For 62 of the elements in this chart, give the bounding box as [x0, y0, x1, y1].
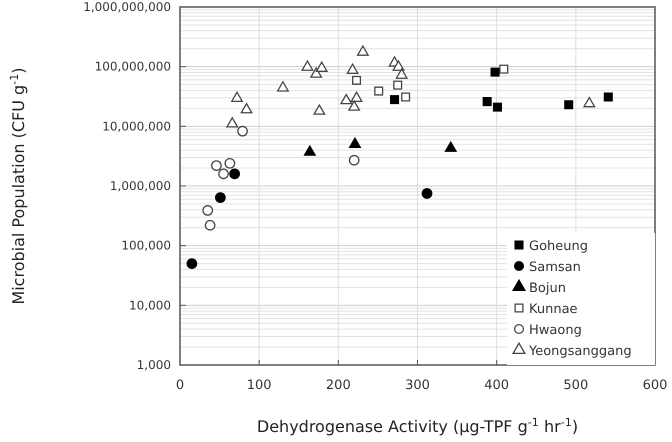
y-tick-label: 100,000	[121, 238, 171, 253]
point	[224, 158, 236, 169]
point	[583, 96, 596, 108]
point	[231, 92, 243, 102]
point	[604, 92, 613, 102]
point	[482, 97, 492, 106]
legend-label: Bojun	[529, 281, 566, 296]
point	[350, 92, 362, 102]
point	[393, 80, 402, 90]
point	[218, 168, 229, 180]
legend-label: Yeongsanggang	[528, 344, 632, 359]
y-tick-label: 1,000,000,000	[83, 0, 171, 14]
point	[237, 126, 248, 137]
point	[226, 117, 238, 128]
point	[348, 154, 360, 166]
point	[390, 95, 400, 104]
point	[401, 92, 410, 102]
point	[240, 102, 252, 114]
point	[215, 192, 226, 203]
point	[340, 94, 352, 104]
point	[302, 60, 314, 71]
x-axis-title: Dehydrogenase Activity (µg-TPF g$^{-1}$ hr$^{-1}$)	[256, 416, 578, 436]
point	[204, 220, 216, 231]
point	[313, 104, 326, 115]
point	[304, 145, 316, 156]
point	[444, 141, 457, 152]
legend-label: Kunnae	[529, 302, 578, 317]
point	[211, 160, 222, 171]
point	[492, 102, 502, 112]
x-tick-label: 300	[405, 378, 430, 393]
point	[396, 68, 408, 79]
legend-label: Samsan	[529, 260, 581, 275]
point	[349, 138, 361, 148]
x-tick-label: 0	[176, 378, 184, 393]
point	[499, 64, 508, 74]
point	[277, 81, 289, 92]
point	[229, 168, 240, 180]
x-tick-label: 600	[642, 378, 668, 393]
x-tick-label: 200	[326, 378, 351, 393]
point	[490, 68, 500, 77]
point	[356, 45, 369, 56]
y-tick-label: 10,000	[129, 298, 171, 312]
point	[352, 76, 362, 85]
point	[392, 60, 404, 71]
point	[316, 62, 328, 72]
point	[346, 64, 358, 74]
point	[564, 100, 574, 110]
x-tick-label: 500	[563, 378, 588, 393]
x-tick-label: 400	[484, 378, 510, 393]
point	[374, 86, 384, 96]
point	[310, 67, 322, 78]
y-tick-label: 100,000,000	[94, 60, 171, 74]
legend-label: Hwaong	[529, 323, 582, 338]
legend-label: Goheung	[529, 239, 588, 254]
point	[202, 205, 214, 216]
y-tick-label: 1,000	[136, 358, 171, 372]
y-tick-label: 1,000,000	[110, 179, 171, 193]
x-tick-label: 100	[246, 378, 272, 393]
y-tick-label: 10,000,000	[102, 119, 171, 134]
point	[186, 258, 198, 269]
point	[348, 100, 360, 111]
point	[422, 188, 432, 199]
